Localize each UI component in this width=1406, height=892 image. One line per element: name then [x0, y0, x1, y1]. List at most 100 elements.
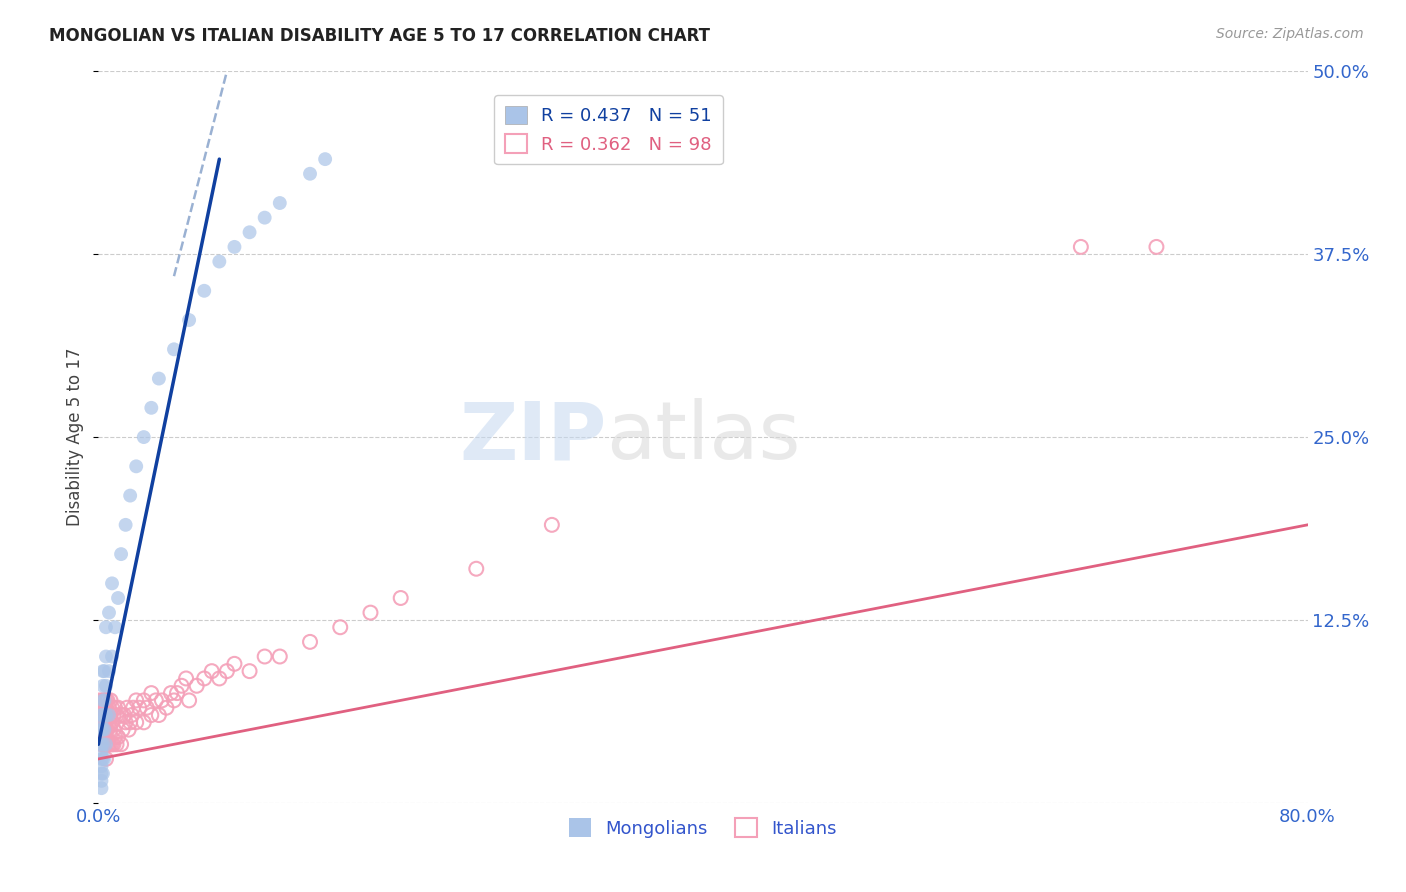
- Point: [98, 606, 121, 620]
- Point: [91, 752, 114, 766]
- Point: [100, 723, 122, 737]
- Point: [90, 700, 112, 714]
- Point: [93, 752, 115, 766]
- Point: [122, 700, 145, 714]
- Point: [94, 708, 117, 723]
- Point: [89, 708, 111, 723]
- Point: [166, 686, 188, 700]
- Point: [89, 693, 111, 707]
- Point: [115, 700, 138, 714]
- Point: [104, 700, 127, 714]
- Point: [91, 766, 114, 780]
- Point: [93, 693, 115, 707]
- Point: [90, 723, 112, 737]
- Point: [179, 693, 201, 707]
- Point: [89, 715, 111, 730]
- Point: [107, 591, 129, 605]
- Point: [389, 591, 412, 605]
- Point: [215, 664, 238, 678]
- Point: [1070, 240, 1092, 254]
- Point: [98, 664, 121, 678]
- Point: [94, 715, 117, 730]
- Point: [132, 715, 155, 730]
- Point: [93, 708, 115, 723]
- Point: [91, 693, 114, 707]
- Point: [155, 700, 177, 714]
- Point: [90, 723, 112, 737]
- Point: [299, 167, 322, 181]
- Point: [100, 708, 122, 723]
- Point: [90, 708, 112, 723]
- Point: [104, 730, 127, 744]
- Point: [89, 700, 111, 714]
- Point: [148, 708, 170, 723]
- Point: [201, 664, 224, 678]
- Point: [93, 664, 115, 678]
- Point: [93, 723, 115, 737]
- Point: [125, 693, 148, 707]
- Point: [90, 737, 112, 751]
- Point: [96, 723, 118, 737]
- Point: [141, 401, 163, 415]
- Point: [299, 635, 322, 649]
- Point: [193, 284, 215, 298]
- Point: [101, 700, 124, 714]
- Point: [186, 679, 208, 693]
- Point: [269, 649, 291, 664]
- Point: [93, 723, 115, 737]
- Point: [160, 686, 183, 700]
- Point: [93, 737, 115, 751]
- Point: [101, 576, 124, 591]
- Point: [132, 430, 155, 444]
- Point: [98, 715, 121, 730]
- Point: [91, 737, 114, 751]
- Point: [239, 225, 262, 239]
- Point: [101, 715, 124, 730]
- Point: [94, 693, 117, 707]
- Point: [94, 723, 117, 737]
- Point: [110, 708, 132, 723]
- Point: [465, 562, 488, 576]
- Point: [90, 752, 112, 766]
- Point: [90, 715, 112, 730]
- Point: [179, 313, 201, 327]
- Point: [93, 730, 115, 744]
- Point: [193, 672, 215, 686]
- Y-axis label: Disability Age 5 to 17: Disability Age 5 to 17: [66, 348, 84, 526]
- Point: [96, 693, 118, 707]
- Point: [93, 715, 115, 730]
- Point: [90, 773, 112, 788]
- Point: [110, 547, 132, 561]
- Point: [91, 723, 114, 737]
- Point: [107, 700, 129, 714]
- Point: [101, 737, 124, 751]
- Point: [90, 781, 112, 796]
- Point: [150, 693, 173, 707]
- Point: [103, 723, 125, 737]
- Point: [105, 708, 128, 723]
- Point: [253, 211, 276, 225]
- Point: [118, 723, 141, 737]
- Point: [91, 730, 114, 744]
- Point: [100, 693, 122, 707]
- Point: [101, 649, 124, 664]
- Text: atlas: atlas: [606, 398, 800, 476]
- Point: [128, 700, 150, 714]
- Point: [148, 371, 170, 385]
- Point: [114, 517, 136, 532]
- Point: [125, 715, 148, 730]
- Point: [163, 693, 186, 707]
- Point: [93, 693, 115, 707]
- Point: [91, 708, 114, 723]
- Point: [90, 745, 112, 759]
- Point: [110, 737, 132, 751]
- Point: [163, 343, 186, 357]
- Text: MONGOLIAN VS ITALIAN DISABILITY AGE 5 TO 17 CORRELATION CHART: MONGOLIAN VS ITALIAN DISABILITY AGE 5 TO…: [49, 27, 710, 45]
- Point: [208, 672, 231, 686]
- Point: [91, 679, 114, 693]
- Point: [112, 708, 135, 723]
- Point: [125, 459, 148, 474]
- Point: [208, 254, 231, 268]
- Point: [98, 708, 121, 723]
- Point: [94, 737, 117, 751]
